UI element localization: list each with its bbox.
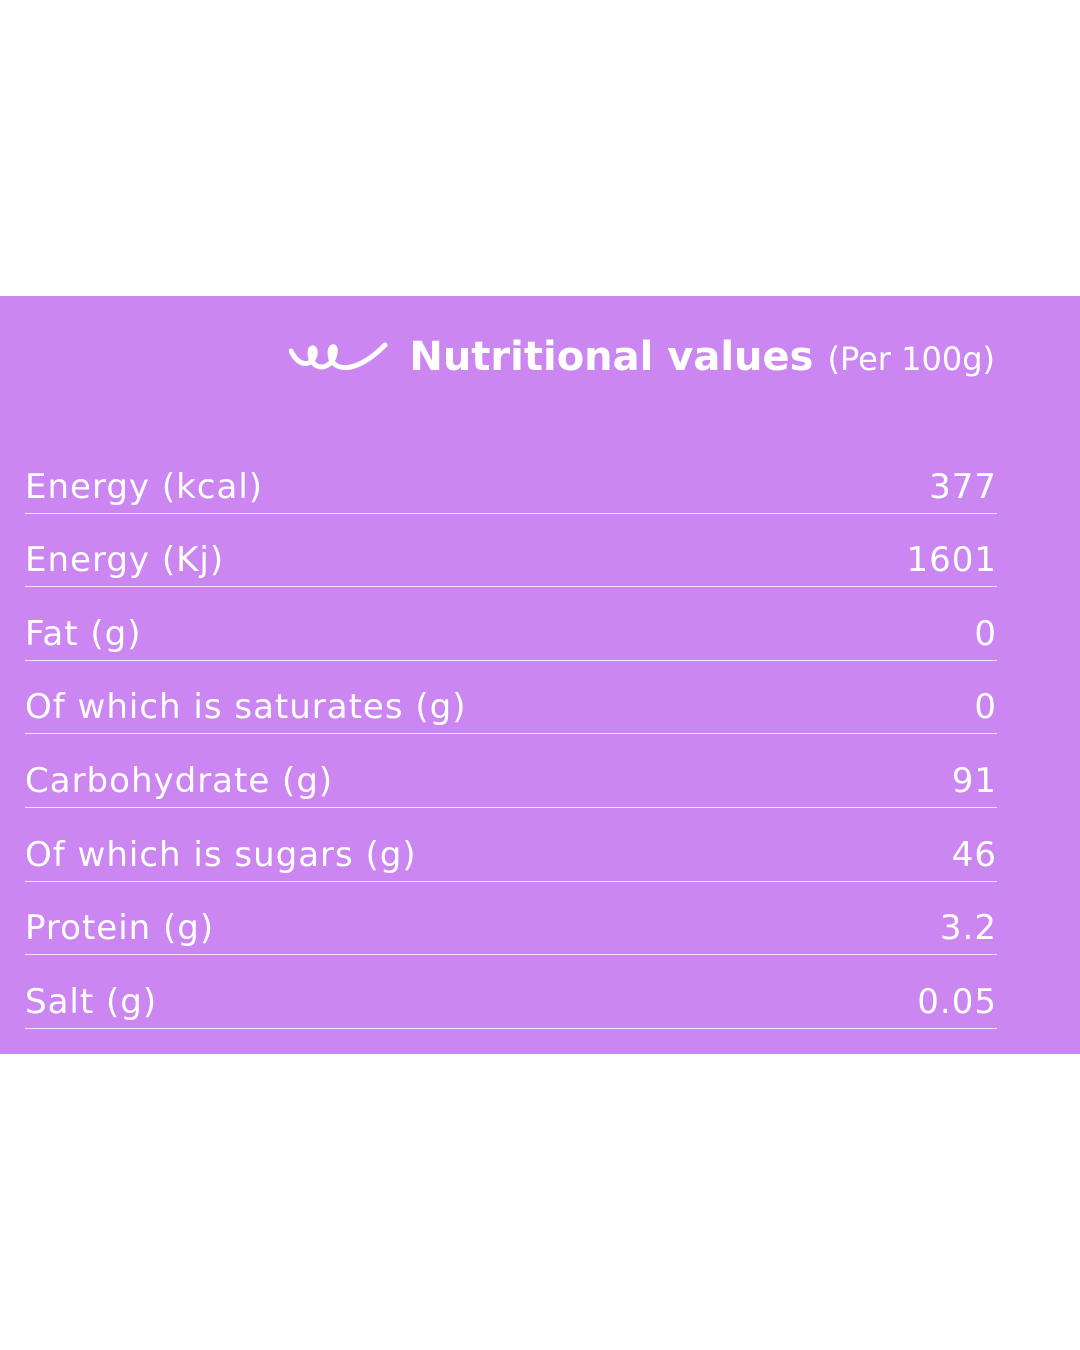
table-row: Carbohydrate (g) 91	[25, 734, 997, 808]
value: 46	[951, 834, 997, 875]
label: Protein (g)	[25, 908, 215, 949]
header: Nutritional values (Per 100g)	[289, 334, 995, 380]
value: 3.2	[939, 908, 997, 949]
squiggle-icon	[289, 342, 388, 370]
value: 377	[929, 466, 997, 507]
nutrition-panel: Nutritional values (Per 100g) Energy (kc…	[0, 296, 1080, 1054]
table-row: Of which is sugars (g) 46	[25, 808, 997, 882]
table-row: Protein (g) 3.2	[25, 882, 997, 956]
value: 1601	[906, 540, 997, 581]
label: Of which is saturates (g)	[25, 687, 467, 728]
table-row: Salt (g) 0.05	[25, 955, 997, 1029]
label: Of which is sugars (g)	[25, 834, 417, 875]
label: Fat (g)	[25, 613, 142, 654]
label: Salt (g)	[25, 981, 158, 1022]
label: Energy (kcal)	[25, 466, 264, 507]
value: 0	[974, 687, 997, 728]
table: Energy (kcal) 377 Energy (Kj) 1601 Fat (g) 0 O…	[25, 440, 997, 1029]
title: Nutritional values	[409, 334, 814, 380]
table-row: Fat (g) 0	[25, 587, 997, 661]
value: 91	[951, 760, 997, 801]
table-row: Energy (Kj) 1601	[25, 514, 997, 588]
label: Carbohydrate (g)	[25, 760, 334, 801]
value: 0.05	[917, 981, 997, 1022]
table-row: Of which is saturates (g) 0	[25, 661, 997, 735]
table-row: Energy (kcal) 377	[25, 440, 997, 514]
label: Energy (Kj)	[25, 540, 225, 581]
value: 0	[974, 613, 997, 654]
subtitle: (Per 100g)	[827, 340, 995, 378]
